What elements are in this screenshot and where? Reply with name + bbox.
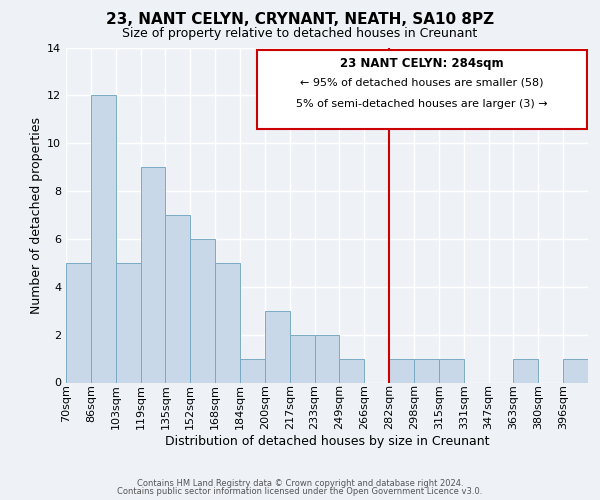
Text: Contains public sector information licensed under the Open Government Licence v3: Contains public sector information licen… (118, 487, 482, 496)
Text: 23, NANT CELYN, CRYNANT, NEATH, SA10 8PZ: 23, NANT CELYN, CRYNANT, NEATH, SA10 8PZ (106, 12, 494, 28)
Text: Contains HM Land Registry data © Crown copyright and database right 2024.: Contains HM Land Registry data © Crown c… (137, 478, 463, 488)
Bar (140, 167, 166, 382)
Bar (340, 358, 364, 382)
FancyBboxPatch shape (257, 50, 587, 129)
X-axis label: Distribution of detached houses by size in Creunant: Distribution of detached houses by size … (165, 434, 489, 448)
Bar (215, 263, 240, 382)
Bar (439, 358, 464, 382)
Bar (66, 263, 91, 382)
Bar (190, 239, 215, 382)
Bar (265, 310, 290, 382)
Bar (563, 358, 588, 382)
Bar (314, 334, 340, 382)
Text: ← 95% of detached houses are smaller (58): ← 95% of detached houses are smaller (58… (301, 78, 544, 88)
Bar (240, 358, 265, 382)
Bar (414, 358, 439, 382)
Text: Size of property relative to detached houses in Creunant: Size of property relative to detached ho… (122, 28, 478, 40)
Bar (166, 215, 190, 382)
Bar (116, 263, 140, 382)
Text: 5% of semi-detached houses are larger (3) →: 5% of semi-detached houses are larger (3… (296, 99, 548, 109)
Bar (290, 334, 314, 382)
Text: 23 NANT CELYN: 284sqm: 23 NANT CELYN: 284sqm (340, 57, 504, 70)
Bar (514, 358, 538, 382)
Bar (389, 358, 414, 382)
Bar (91, 96, 116, 383)
Y-axis label: Number of detached properties: Number of detached properties (30, 116, 43, 314)
